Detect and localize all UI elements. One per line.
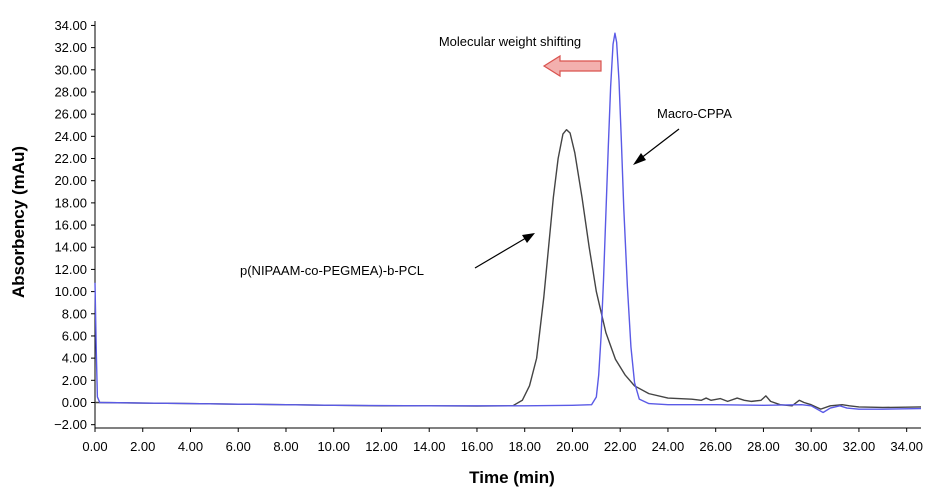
series-line-macro-cppa (94, 32, 922, 414)
x-tick-label: 14.00 (413, 439, 446, 454)
y-tick-label: 0.00 (62, 395, 87, 410)
x-tick-label: 26.00 (699, 439, 732, 454)
series-line-copolymer (94, 128, 922, 410)
y-tick-label: 28.00 (54, 84, 87, 99)
y-tick-label: 14.00 (54, 240, 87, 255)
copolymer-arrow-icon (474, 233, 535, 269)
y-tick-label: 6.00 (62, 328, 87, 343)
x-tick-label: 20.00 (556, 439, 589, 454)
y-tick-label: 24.00 (54, 129, 87, 144)
x-tick-label: 34.00 (890, 439, 923, 454)
x-tick-label: 32.00 (843, 439, 876, 454)
annotation-copolymer: p(NIPAAM-co-PEGMEA)-b-PCL (240, 263, 424, 278)
x-tick-label: 4.00 (178, 439, 203, 454)
y-tick-label: 34.00 (54, 18, 87, 33)
x-tick-label: 30.00 (795, 439, 828, 454)
left-arrow-icon (542, 54, 602, 78)
x-tick-label: 28.00 (747, 439, 780, 454)
y-tick-label: 12.00 (54, 262, 87, 277)
y-tick-label: 22.00 (54, 151, 87, 166)
annotation-macro-cppa: Macro-CPPA (657, 106, 732, 121)
x-tick-label: 0.00 (82, 439, 107, 454)
y-tick-label: 4.00 (62, 351, 87, 366)
axes (94, 21, 921, 429)
annotation-molecular-weight-shifting: Molecular weight shifting (439, 34, 581, 49)
y-axis-title: Absorbency (mAu) (9, 146, 28, 298)
x-tick-label: 12.00 (365, 439, 398, 454)
x-tick-label: 24.00 (652, 439, 685, 454)
y-tick-label: −2.00 (54, 417, 87, 432)
macro-cppa-arrow-icon (633, 128, 680, 165)
y-tick-label: 16.00 (54, 218, 87, 233)
y-ticks: 34.00 32.00 30.00 28.00 26.00 24.00 22.00 20.00… (54, 18, 95, 432)
y-tick-label: 26.00 (54, 107, 87, 122)
x-tick-label: 2.00 (130, 439, 155, 454)
y-tick-label: 10.00 (54, 284, 87, 299)
x-tick-label: 22.00 (604, 439, 637, 454)
series-layer (94, 32, 922, 414)
y-tick-label: 32.00 (54, 40, 87, 55)
y-tick-label: 18.00 (54, 195, 87, 210)
x-ticks: 0.00 2.00 4.00 6.00 8.00 10.00 12.00 14.00 16.00… (82, 428, 923, 454)
x-axis-title: Time (min) (469, 468, 555, 487)
x-tick-label: 10.00 (317, 439, 350, 454)
y-tick-label: 8.00 (62, 306, 87, 321)
y-tick-label: 30.00 (54, 62, 87, 77)
x-tick-label: 18.00 (508, 439, 541, 454)
y-tick-label: 20.00 (54, 173, 87, 188)
x-tick-label: 16.00 (461, 439, 494, 454)
x-tick-label: 6.00 (226, 439, 251, 454)
x-tick-label: 8.00 (273, 439, 298, 454)
y-tick-label: 2.00 (62, 373, 87, 388)
